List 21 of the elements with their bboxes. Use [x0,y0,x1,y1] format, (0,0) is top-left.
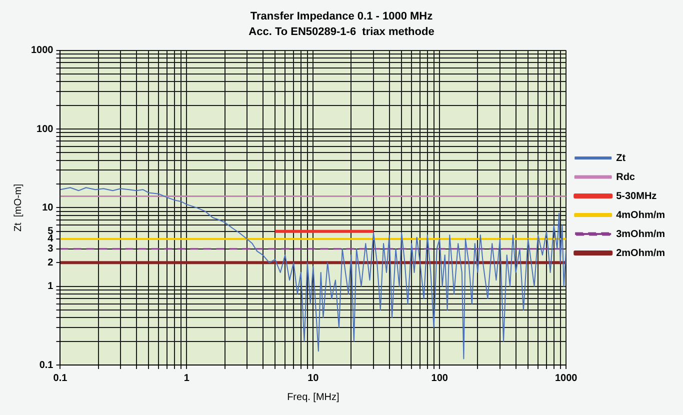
chart-title: Transfer Impedance 0.1 - 1000 MHz [250,10,434,23]
x-tick-label: 1 [184,372,190,384]
legend-label: Zt [616,152,626,164]
y-axis-title: Zt [mO-m] [12,184,24,232]
x-tick-label: 10 [308,372,320,384]
y-tick-label: 100 [36,124,54,135]
legend-label: 3mOhm/m [616,228,666,240]
x-axis-title: Freq. [MHz] [287,392,340,403]
y-tick-label: 3 [48,244,54,255]
legend-label: 5-30MHz [616,190,657,202]
chart-subtitle: Acc. To EN50289-1-6 triax methode [248,26,434,38]
y-tick-label: 2 [48,257,54,268]
y-tick-label: 10 [42,202,54,214]
y-tick-label: 0.1 [39,360,54,371]
legend-label: 2mOhm/m [616,248,666,259]
x-tick-label: 100 [431,372,448,384]
y-tick-label: 1 [48,281,54,292]
x-tick-label: 1000 [554,372,578,384]
legend-label: Rdc [616,172,636,183]
y-tick-label: 1000 [30,45,54,56]
legend-label: 4mOhm/m [616,210,666,221]
